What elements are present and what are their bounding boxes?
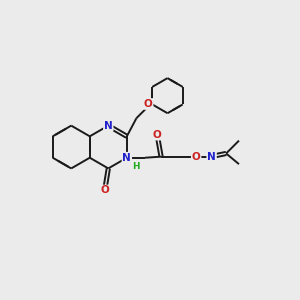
Text: H: H	[132, 162, 140, 171]
Text: N: N	[122, 153, 131, 163]
Text: O: O	[144, 99, 153, 109]
Text: O: O	[152, 130, 161, 140]
Text: N: N	[207, 152, 216, 162]
Text: O: O	[192, 152, 200, 162]
Text: O: O	[101, 185, 110, 196]
Text: N: N	[104, 121, 113, 130]
